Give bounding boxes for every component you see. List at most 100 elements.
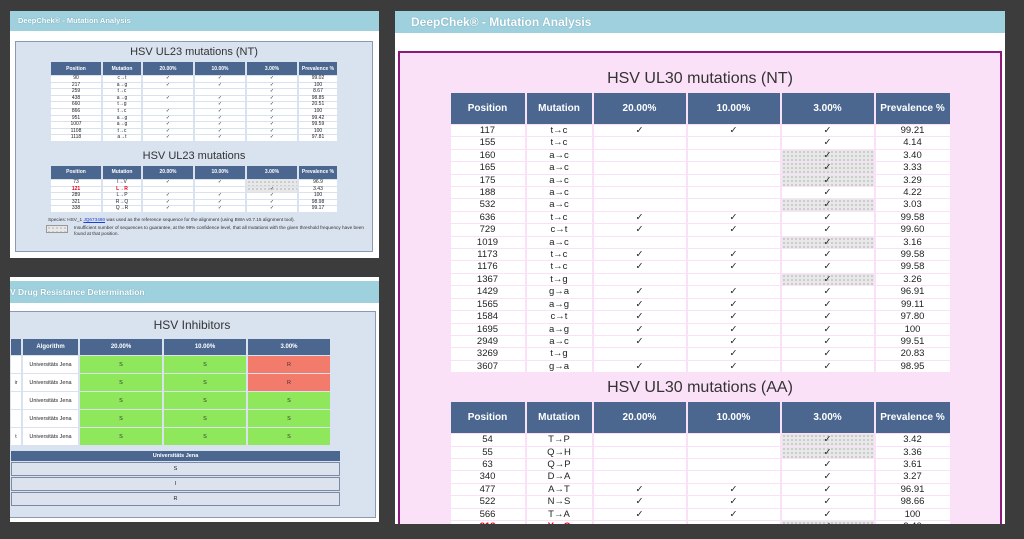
threshold-3-cell: ✓ bbox=[781, 199, 874, 211]
position-cell: 175 bbox=[450, 174, 525, 187]
legend-row: I bbox=[11, 477, 340, 491]
threshold-10-cell bbox=[195, 89, 245, 95]
prevalence-cell: 3.27 bbox=[875, 471, 950, 483]
prevalence-cell: 96.91 bbox=[875, 286, 950, 298]
threshold-3-cell: ✓ bbox=[781, 471, 874, 483]
column-header: Algorithm bbox=[23, 339, 78, 355]
mutation-cell: N→S bbox=[526, 496, 592, 508]
threshold-10-cell: ✓ bbox=[687, 323, 780, 335]
prevalence-cell: 4.22 bbox=[875, 187, 950, 199]
position-cell: 259 bbox=[51, 89, 101, 95]
threshold-3-cell: ✓ bbox=[247, 186, 297, 193]
table-row: 338 Q→R ✓ ✓ ✓ 99.17 bbox=[51, 206, 337, 212]
threshold-3-cell: ✓ bbox=[247, 122, 297, 128]
prevalence-cell: 100 bbox=[875, 508, 950, 520]
column-header: 10.00% bbox=[195, 165, 245, 179]
panel-header: DeepChek® - Mutation Analysis bbox=[10, 11, 379, 31]
mutation-cell: a→g bbox=[103, 122, 141, 128]
threshold-3-cell: ✓ bbox=[781, 458, 874, 471]
legend-item: S bbox=[11, 462, 340, 476]
threshold-3-cell: ✓ bbox=[781, 323, 874, 335]
column-header: Mutation bbox=[103, 62, 141, 75]
threshold-10-cell: ✓ bbox=[687, 125, 780, 137]
position-cell: 3607 bbox=[450, 360, 525, 373]
threshold-20-cell: ✓ bbox=[143, 95, 193, 102]
threshold-3-cell: ✓ bbox=[781, 483, 874, 496]
prevalence-cell: 3.33 bbox=[875, 162, 950, 174]
prevalence-cell: 99.58 bbox=[875, 261, 950, 273]
table-row: 165 a→c ✓ 3.33 bbox=[450, 162, 950, 174]
threshold-20-cell: ✓ bbox=[593, 508, 686, 520]
threshold-3-cell: ✓ bbox=[247, 95, 297, 102]
table-row: 321 R→Q ✓ ✓ ✓ 98.98 bbox=[51, 199, 337, 206]
column-header: 3.00% bbox=[781, 93, 874, 124]
prevalence-cell: 4.14 bbox=[875, 137, 950, 149]
table-row: 340 D→A ✓ 3.27 bbox=[450, 471, 950, 483]
threshold-20-cell bbox=[593, 137, 686, 149]
threshold-20-cell: ✓ bbox=[143, 135, 193, 141]
position-cell: 636 bbox=[450, 211, 525, 224]
mutation-cell: a→c bbox=[526, 335, 592, 348]
threshold-20-cell: ✓ bbox=[593, 335, 686, 348]
table-row: 117 t→c ✓ ✓ ✓ 99.21 bbox=[450, 125, 950, 137]
table-row: 54 T→P ✓ 3.42 bbox=[450, 434, 950, 446]
position-cell: 165 bbox=[450, 162, 525, 174]
threshold-3-cell: ✓ bbox=[247, 193, 297, 199]
table-row: 155 t→c ✓ 4.14 bbox=[450, 137, 950, 149]
threshold-10-cell: ✓ bbox=[687, 249, 780, 261]
table-row: 866 t→c ✓ ✓ ✓ 100 bbox=[51, 108, 337, 115]
table-row: 1695 a→g ✓ ✓ ✓ 100 bbox=[450, 323, 950, 335]
threshold-3-cell: ✓ bbox=[247, 128, 297, 135]
drug-column-header bbox=[11, 339, 21, 355]
table-row: 660 t→g ✓ ✓ 20.51 bbox=[51, 102, 337, 108]
mutation-cell: t→c bbox=[526, 249, 592, 261]
reference-link[interactable]: JQ673480 bbox=[83, 216, 106, 222]
mutation-cell: Q→H bbox=[526, 446, 592, 458]
threshold-3-cell: ✓ bbox=[781, 261, 874, 273]
mutation-cell: a→t bbox=[103, 135, 141, 141]
table-row: 818Y→C ✓3.40 bbox=[450, 520, 950, 524]
threshold-20-cell bbox=[593, 273, 686, 286]
mutation-cell: a→c bbox=[526, 162, 592, 174]
drug-name-cell bbox=[11, 392, 21, 409]
threshold-3-cell: ✓ bbox=[781, 211, 874, 224]
column-header: 20.00% bbox=[593, 93, 686, 124]
mutation-cell: Q→P bbox=[526, 458, 592, 471]
table-row: 121 L→R ✓ 3.43 bbox=[51, 186, 337, 193]
position-cell: 1176 bbox=[450, 261, 525, 273]
column-header: 20.00% bbox=[593, 402, 686, 434]
table-row: 532 a→c ✓ 3.03 bbox=[450, 199, 950, 211]
result-10-cell: S bbox=[164, 410, 246, 427]
threshold-20-cell: ✓ bbox=[593, 224, 686, 236]
algorithm-cell: Universitäts Jena bbox=[23, 392, 78, 409]
threshold-10-cell bbox=[195, 186, 245, 193]
table-row: 217 a→g ✓ ✓ ✓ 100 bbox=[51, 82, 337, 89]
threshold-3-cell: ✓ bbox=[781, 162, 874, 174]
threshold-3-cell: ✓ bbox=[247, 206, 297, 212]
legend-text: Insufficient number of sequences to guar… bbox=[74, 224, 364, 236]
prevalence-cell: 20.83 bbox=[875, 348, 950, 360]
position-cell: 90 bbox=[51, 75, 101, 82]
threshold-3-cell: ✓ bbox=[781, 137, 874, 149]
mutation-cell: a→c bbox=[526, 199, 592, 211]
prevalence-cell: 100 bbox=[299, 193, 337, 199]
table-row: 1118 a→t ✓ ✓ ✓ 97.81 bbox=[51, 135, 337, 141]
prevalence-cell: 99.58 bbox=[875, 249, 950, 261]
column-header: Position bbox=[51, 165, 101, 179]
position-cell: 522 bbox=[450, 496, 525, 508]
threshold-10-cell: ✓ bbox=[687, 261, 780, 273]
table-row: 1429 g→a ✓ ✓ ✓ 96.91 bbox=[450, 286, 950, 298]
table-row: 160 a→c ✓ 3.40 bbox=[450, 149, 950, 162]
position-cell: 951 bbox=[51, 115, 101, 122]
mutation-cell: t→g bbox=[526, 273, 592, 286]
result-3-cell: R bbox=[248, 356, 330, 373]
mutation-cell: a→g bbox=[103, 115, 141, 122]
threshold-20-cell: ✓ bbox=[593, 483, 686, 496]
threshold-10-cell bbox=[687, 187, 780, 199]
table-row: 175 a→c ✓ 3.29 bbox=[450, 174, 950, 187]
column-header: 20.00% bbox=[80, 339, 162, 355]
column-header: 10.00% bbox=[687, 93, 780, 124]
ul23-content: HSV UL23 mutations (NT) Position Mutation… bbox=[15, 41, 373, 252]
threshold-10-cell: ✓ bbox=[195, 115, 245, 122]
position-cell: 73 bbox=[51, 179, 101, 186]
